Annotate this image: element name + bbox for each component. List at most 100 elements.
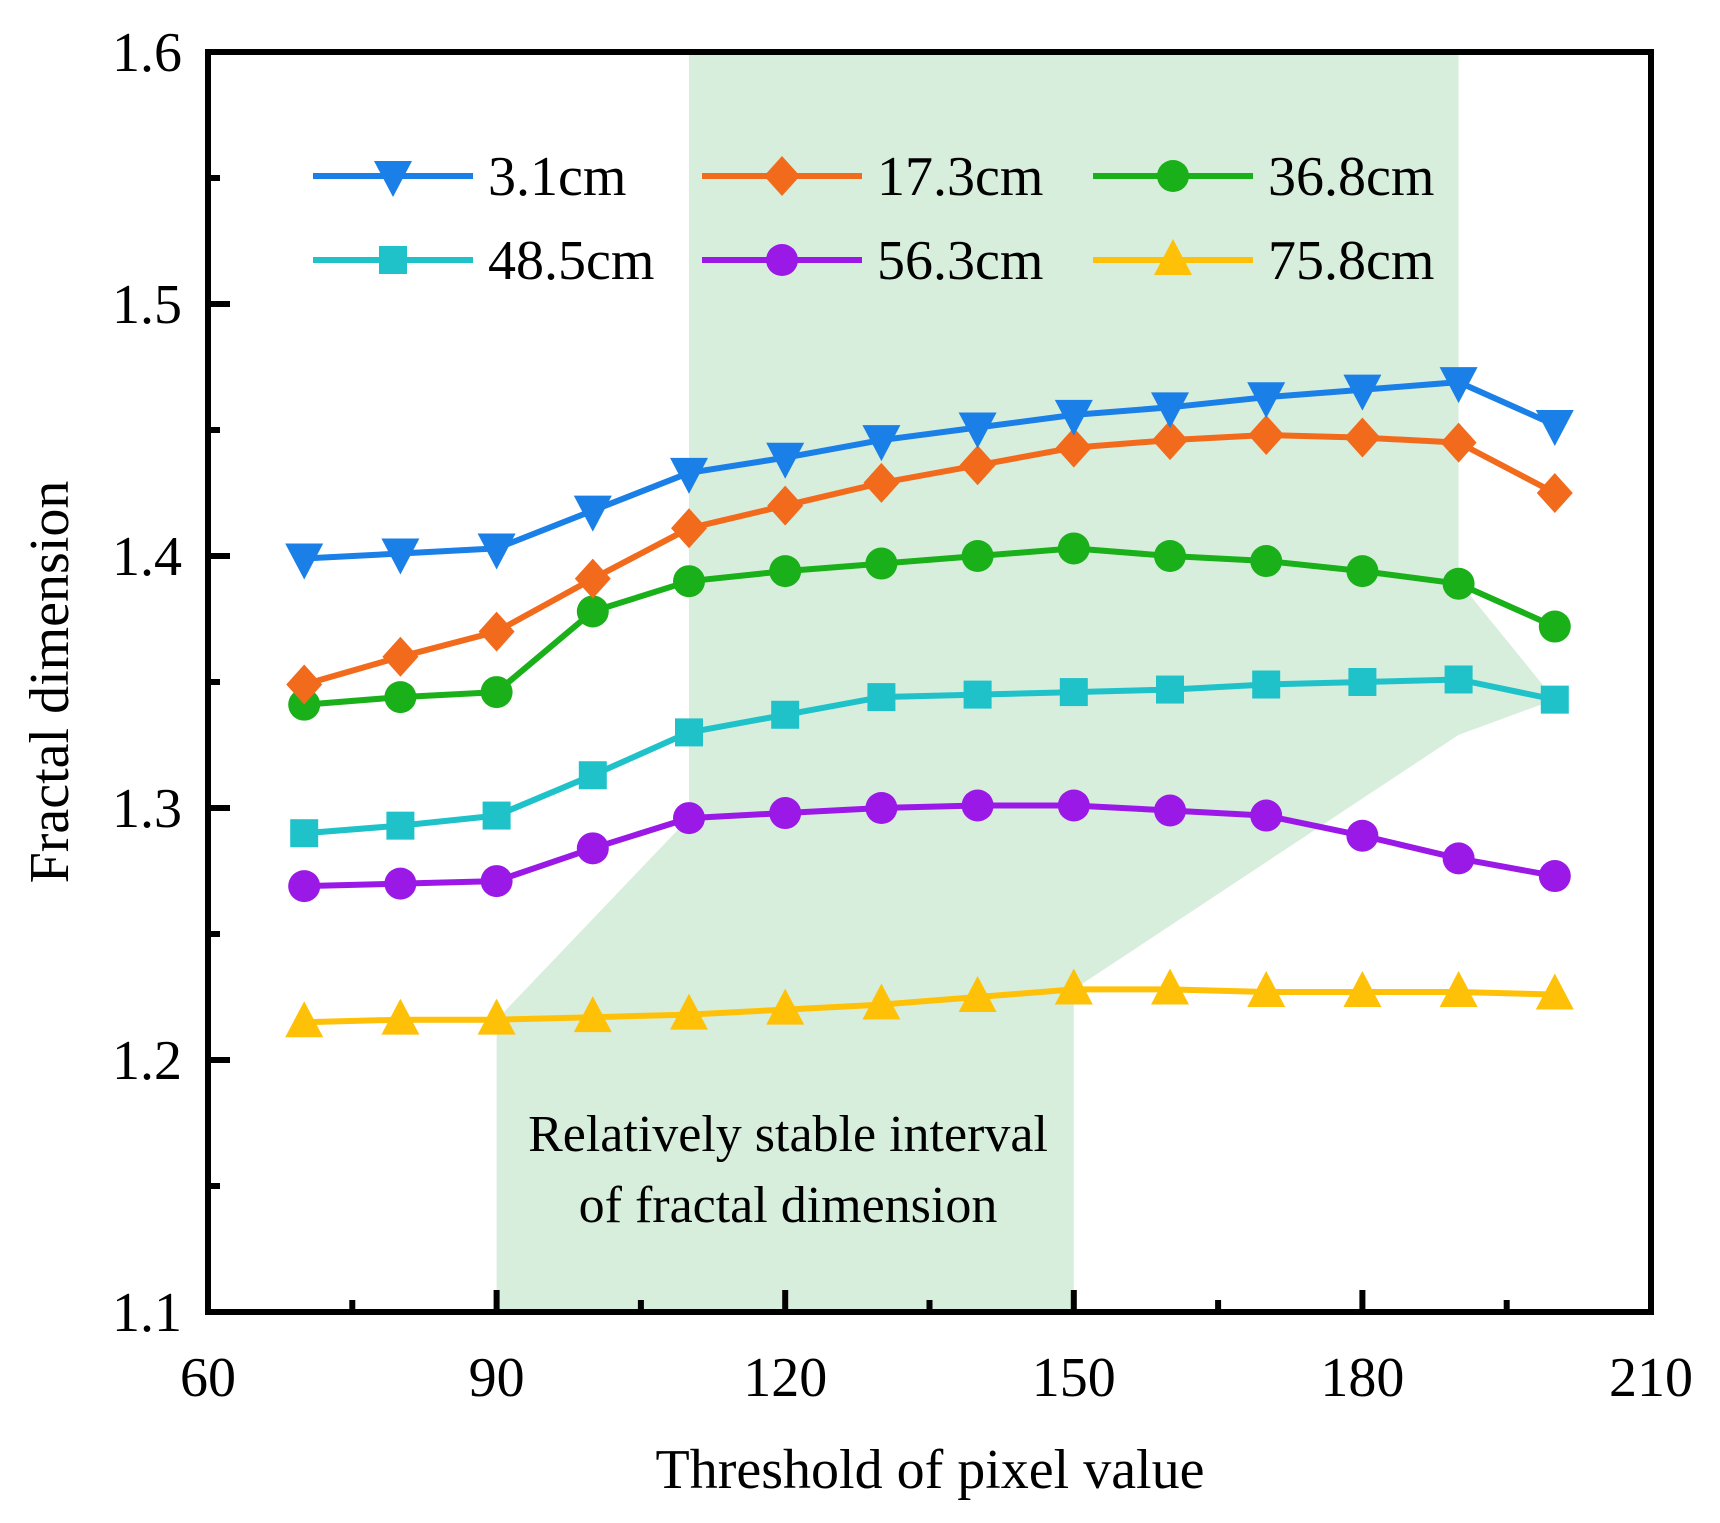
series-layer	[285, 367, 1574, 1038]
annotation-line-2: of fractal dimension	[579, 1177, 998, 1234]
data-point-17.3cm-100	[574, 558, 611, 599]
data-point-3.1cm-90	[477, 533, 516, 570]
x-tick-label-180: 180	[1320, 1347, 1404, 1409]
data-point-75.8cm-170	[1247, 970, 1286, 1007]
series-line-48.5cm	[303, 676, 1556, 837]
series-56.3cm	[288, 789, 1571, 903]
data-point-36.8cm-180	[1346, 555, 1379, 588]
data-point-36.8cm-70	[288, 688, 321, 721]
data-point-56.3cm-140	[961, 789, 994, 822]
y-tick-label-1.4: 1.4	[112, 526, 182, 588]
annotation-line-1: Relatively stable interval	[528, 1106, 1048, 1163]
annotation: Relatively stable interval of fractal di…	[528, 1106, 1048, 1234]
data-point-56.3cm-100	[576, 832, 609, 865]
series-line-75.8cm	[304, 986, 1555, 1026]
data-point-56.3cm-120	[769, 797, 802, 830]
data-point-36.8cm-190	[1442, 567, 1475, 600]
data-point-36.8cm-100	[576, 595, 609, 628]
data-point-48.5cm-200	[1540, 685, 1569, 714]
data-point-36.8cm-130	[865, 547, 898, 580]
y-tick-label-1.3: 1.3	[112, 778, 182, 840]
legend-label-17.3cm: 17.3cm	[877, 146, 1043, 208]
legend-marker-75.8cm	[1154, 239, 1192, 275]
data-point-17.3cm-80	[382, 636, 419, 677]
data-point-36.8cm-140	[961, 540, 994, 572]
series-75.8cm	[285, 968, 1574, 1038]
data-point-3.1cm-80	[381, 538, 420, 575]
data-point-17.3cm-160	[1152, 420, 1188, 461]
data-point-3.1cm-170	[1247, 382, 1286, 419]
data-point-48.5cm-140	[963, 680, 992, 709]
data-point-56.3cm-110	[673, 802, 705, 835]
data-point-36.8cm-150	[1057, 532, 1090, 565]
legend-marker-36.8cm	[1157, 160, 1189, 192]
x-axis-title: Threshold of pixel value	[656, 1439, 1205, 1501]
data-point-48.5cm-170	[1252, 670, 1281, 699]
data-point-75.8cm-140	[958, 976, 997, 1012]
legend-marker-56.3cm	[766, 244, 798, 276]
data-point-56.3cm-150	[1057, 789, 1090, 822]
series-line-36.8cm	[303, 545, 1557, 708]
data-point-36.8cm-110	[673, 565, 705, 598]
data-point-3.1cm-140	[958, 412, 997, 449]
data-point-48.5cm-120	[771, 700, 800, 729]
data-point-75.8cm-80	[381, 998, 420, 1035]
axis-ticks: 60 90 120 150 180 210 1.1 1.2 1.3 1.4 1.5 1.6	[112, 22, 1693, 1409]
x-tick-label-210: 210	[1609, 1347, 1693, 1409]
series-48.5cm	[290, 665, 1569, 848]
y-tick-label-1.1: 1.1	[112, 1282, 182, 1344]
legend-label-3.1cm: 3.1cm	[488, 146, 626, 208]
x-tick-label-60: 60	[180, 1347, 236, 1409]
data-point-17.3cm-200	[1536, 473, 1573, 513]
data-point-75.8cm-100	[573, 996, 612, 1033]
data-point-48.5cm-100	[578, 761, 607, 790]
shaded-region	[496, 52, 1555, 1312]
data-point-56.3cm-90	[480, 865, 513, 898]
data-point-17.3cm-150	[1055, 427, 1092, 468]
y-tick-label-1.2: 1.2	[112, 1030, 182, 1092]
legend: 3.1cm 17.3cm 36.8cm 48.5cm 56.3cm 75.8cm	[313, 146, 1434, 292]
y-tick-label-1.5: 1.5	[112, 274, 182, 336]
data-point-36.8cm-80	[384, 681, 417, 714]
x-tick-label-150: 150	[1032, 1347, 1116, 1409]
legend-item-75.8cm: 75.8cm	[1093, 230, 1434, 292]
legend-marker-17.3cm	[764, 156, 800, 196]
data-point-75.8cm-130	[862, 983, 901, 1020]
legend-marker-3.1cm	[374, 161, 412, 197]
data-point-48.5cm-80	[386, 811, 415, 840]
data-point-17.3cm-190	[1440, 422, 1477, 463]
data-point-75.8cm-90	[477, 998, 516, 1035]
data-point-48.5cm-130	[867, 683, 896, 712]
data-point-48.5cm-110	[675, 718, 703, 747]
data-point-3.1cm-190	[1439, 367, 1478, 404]
data-point-48.5cm-180	[1348, 668, 1377, 696]
data-point-3.1cm-70	[285, 543, 324, 580]
data-point-75.8cm-120	[766, 988, 805, 1025]
x-tick-label-90: 90	[469, 1347, 525, 1409]
data-point-3.1cm-100	[573, 495, 612, 532]
y-axis-title: Fractal dimension	[19, 481, 81, 884]
data-point-36.8cm-170	[1250, 545, 1283, 578]
data-point-56.3cm-130	[865, 792, 898, 824]
data-point-48.5cm-70	[290, 819, 319, 848]
series-36.8cm	[288, 532, 1571, 721]
data-point-3.1cm-110	[670, 457, 708, 494]
data-point-17.3cm-180	[1344, 417, 1381, 458]
legend-label-36.8cm: 36.8cm	[1268, 146, 1434, 208]
stable-interval-region	[496, 52, 1555, 1312]
data-point-17.3cm-90	[478, 611, 515, 652]
data-point-3.1cm-180	[1343, 374, 1382, 411]
y-tick-label-1.6: 1.6	[112, 22, 182, 84]
data-point-48.5cm-160	[1156, 675, 1184, 704]
legend-label-56.3cm: 56.3cm	[877, 230, 1043, 292]
legend-item-17.3cm: 17.3cm	[702, 146, 1043, 208]
legend-marker-48.5cm	[379, 246, 407, 274]
data-point-56.3cm-70	[288, 870, 321, 903]
data-point-56.3cm-200	[1538, 860, 1571, 893]
data-point-48.5cm-150	[1059, 678, 1088, 707]
series-line-3.1cm	[304, 379, 1557, 562]
data-point-3.1cm-160	[1151, 392, 1189, 429]
data-point-48.5cm-190	[1444, 665, 1473, 694]
data-point-17.3cm-110	[671, 508, 707, 549]
